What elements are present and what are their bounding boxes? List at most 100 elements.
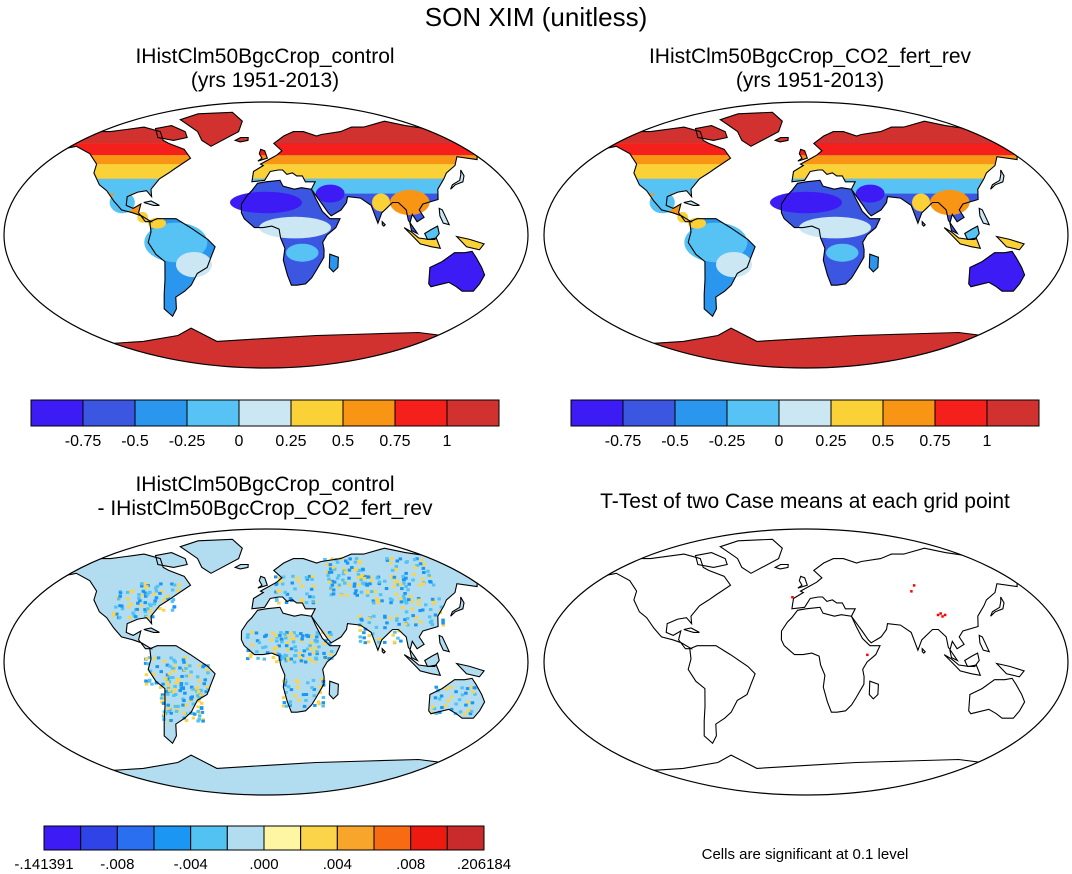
diff-cell (191, 702, 196, 706)
diff-cell (319, 678, 324, 682)
diff-cell (168, 664, 172, 668)
diff-cell (308, 647, 313, 651)
diff-cell (392, 575, 397, 579)
diff-cell (363, 627, 368, 631)
coastline-philippines (438, 634, 451, 653)
diff-cell (288, 597, 293, 601)
diff-cell (182, 711, 187, 715)
colorbar-label: 1 (983, 433, 992, 450)
diff-cell (143, 661, 148, 665)
diff-cell (188, 664, 192, 668)
diff-cell (403, 599, 407, 603)
diff-cell (302, 704, 307, 708)
diff-cell (432, 707, 437, 710)
diff-cell (341, 578, 345, 582)
colorbar-label: -0.75 (605, 433, 642, 450)
land-fill-philippines (439, 208, 450, 225)
diff-cell (415, 564, 419, 567)
diff-cell (328, 652, 333, 656)
diff-cell (172, 694, 176, 697)
diff-cell (400, 606, 405, 610)
diff-cell (432, 601, 436, 605)
diff-cell (184, 703, 189, 707)
diff-cell (272, 647, 276, 651)
diff-cell (429, 580, 433, 584)
diff-cell (248, 655, 253, 659)
diff-cell (183, 691, 187, 695)
diff-cell (394, 564, 399, 568)
diff-cell (323, 655, 327, 659)
diff-cell (200, 701, 204, 705)
diff-cell (147, 656, 152, 660)
diff-cell (312, 694, 316, 698)
diff-cell (184, 674, 189, 678)
diff-cell (170, 599, 175, 603)
coastline-australia (428, 250, 486, 292)
panel-co2-title-line1: IHistClm50BgcCrop_CO2_fert_rev (648, 45, 972, 68)
diff-cell (139, 593, 144, 597)
diff-cell (120, 607, 125, 611)
diff-cell (281, 656, 285, 660)
diff-cell (454, 702, 458, 706)
diff-cell (371, 632, 375, 636)
colorbar-control: -0.75 -0.5 -0.25 0 0.25 0.5 0.75 1 (30, 399, 501, 450)
diff-cell (293, 587, 297, 591)
colorbar-swatch (82, 399, 136, 427)
diff-cell (406, 588, 410, 592)
diff-cell (310, 578, 314, 581)
diff-cell (160, 590, 164, 594)
diff-cell (144, 614, 148, 618)
panel-co2-title: IHistClm50BgcCrop_CO2_fert_rev (yrs 1951… (565, 45, 1055, 93)
diff-cell (296, 686, 300, 690)
diff-cell (274, 596, 279, 600)
colorbar-label: -.141391 (14, 856, 73, 873)
diff-cell (174, 681, 179, 685)
diff-cell (284, 636, 288, 640)
coastline-africa (240, 606, 341, 713)
coastline-greenland (179, 111, 243, 147)
colorbar-swatch (43, 825, 82, 851)
diff-cell (144, 682, 149, 686)
diff-cell (366, 575, 371, 579)
coastline-japan (450, 596, 465, 617)
diff-cell (186, 663, 190, 667)
diff-cell (131, 611, 135, 615)
diff-cell (165, 663, 170, 667)
diff-cell (131, 589, 135, 593)
diff-cell (289, 647, 294, 651)
coastline-borneo (423, 225, 440, 240)
diff-cell (255, 639, 260, 643)
diff-cell (407, 598, 411, 602)
diff-cell (189, 699, 193, 703)
diff-cell (329, 586, 333, 590)
diff-cell (321, 680, 326, 684)
diff-cell (330, 557, 334, 561)
diff-cell (433, 613, 438, 617)
diff-cell (468, 712, 473, 716)
diff-cell (419, 558, 424, 562)
land-fill-newGuinea (456, 663, 485, 677)
diff-cell (139, 603, 143, 607)
coastline-newGuinea (995, 235, 1026, 251)
diff-cell (117, 597, 121, 601)
diff-cell (269, 638, 274, 642)
value-patch (715, 251, 752, 278)
diff-cell (335, 560, 340, 564)
diff-cell (374, 625, 379, 629)
diff-cell (470, 701, 475, 705)
diff-cell (343, 581, 347, 585)
diff-cell (290, 581, 294, 585)
diff-cell (359, 590, 364, 594)
colorbar-swatch (934, 399, 988, 427)
diff-cell (191, 687, 195, 691)
diff-cell (205, 667, 210, 671)
diff-cell (385, 558, 390, 562)
diff-cell (299, 597, 303, 601)
coastline-indonesia (403, 227, 442, 250)
diff-cell (291, 574, 295, 578)
diff-cell (372, 601, 376, 605)
diff-cell (341, 572, 346, 576)
diff-cell (356, 573, 361, 576)
diff-cell (141, 589, 146, 593)
diff-cell (337, 574, 341, 577)
